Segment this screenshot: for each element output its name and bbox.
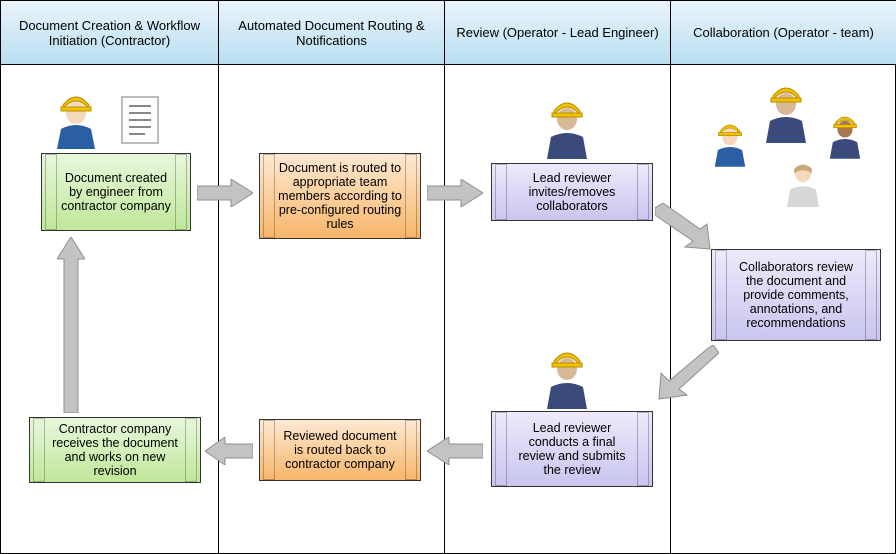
worker-blue-icon	[761, 83, 811, 148]
node-routed: Document is routed to appropriate team m…	[259, 153, 421, 239]
node-doc-created: Document created by engineer from contra…	[41, 153, 191, 231]
lane-header: Automated Document Routing & Notificatio…	[219, 1, 444, 65]
worker-blue-icon	[541, 97, 593, 164]
node-receives-rev: Contractor company receives the document…	[29, 417, 201, 483]
arrow-left-icon	[427, 437, 483, 465]
person-gray-icon	[783, 159, 823, 212]
arrow-up-icon	[57, 237, 85, 413]
lane-header: Collaboration (Operator - team)	[671, 1, 896, 65]
arrow-right-icon	[197, 179, 253, 207]
lane-header: Review (Operator - Lead Engineer)	[445, 1, 670, 65]
arrow-right-icon	[427, 179, 483, 207]
arrow-diag-dr-icon	[655, 203, 715, 255]
document-icon	[121, 96, 159, 149]
worker-yellow-hat-icon	[51, 91, 101, 154]
node-collab-review: Collaborators review the document and pr…	[711, 249, 881, 341]
node-routed-back: Reviewed document is routed back to cont…	[259, 419, 421, 481]
worker-small-icon	[826, 113, 864, 164]
arrow-left-icon	[205, 437, 253, 465]
node-lead-invites: Lead reviewer invites/removes collaborat…	[491, 163, 653, 221]
swimlane-diagram: Document Creation & Workflow Initiation …	[0, 0, 896, 554]
worker-small-icon	[711, 121, 749, 172]
node-final-review: Lead reviewer conducts a final review an…	[491, 411, 653, 487]
worker-blue-icon	[541, 347, 593, 414]
arrow-diag-dl-icon	[655, 345, 719, 401]
lane-header: Document Creation & Workflow Initiation …	[1, 1, 218, 65]
